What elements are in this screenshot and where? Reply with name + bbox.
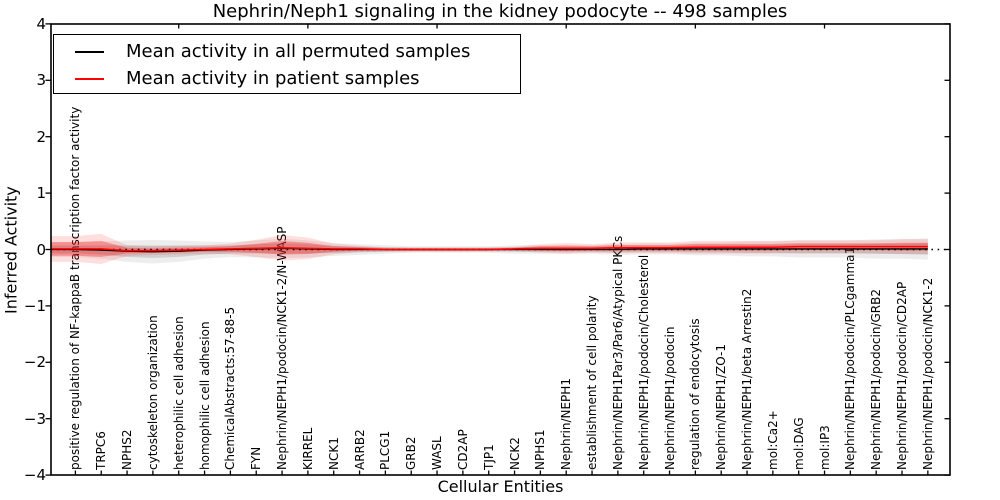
patient-line-swatch: [75, 77, 104, 80]
legend-label: Mean activity in all permuted samples: [126, 41, 471, 62]
patient-mean-line: [51, 245, 928, 252]
axes-frame: [50, 23, 951, 476]
y-tick-label: −2: [23, 353, 46, 372]
legend: Mean activity in all permuted samples Me…: [53, 34, 521, 94]
y-tick-label: 4: [36, 14, 46, 33]
y-tick-label: −1: [23, 296, 46, 315]
y-tick-label: 2: [36, 127, 46, 146]
y-tick-label: 1: [36, 184, 46, 203]
legend-label: Mean activity in patient samples: [126, 68, 420, 89]
legend-item-permuted: Mean activity in all permuted samples: [54, 38, 520, 65]
y-tick-label: −4: [23, 466, 46, 485]
y-tick-label: −3: [23, 409, 46, 428]
legend-item-patient: Mean activity in patient samples: [54, 65, 520, 92]
y-axis-label: Inferred Activity: [1, 186, 21, 314]
permuted-band-outer: [51, 238, 928, 264]
y-tick-label: 3: [36, 71, 46, 90]
y-tick-label: 0: [36, 240, 46, 259]
permuted-line-swatch: [75, 50, 104, 53]
chart-title: Nephrin/Neph1 signaling in the kidney po…: [212, 1, 788, 22]
x-axis-label: Cellular Entities: [437, 477, 564, 496]
